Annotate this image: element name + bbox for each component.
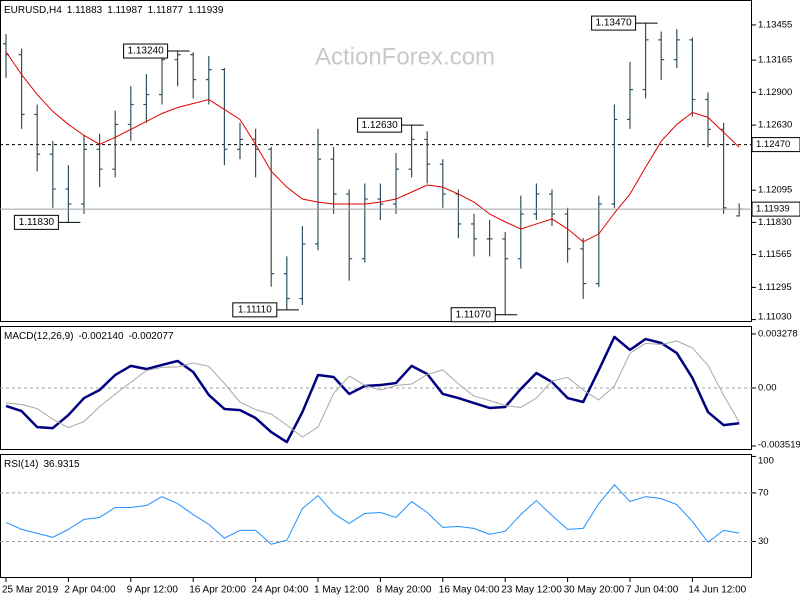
level-box <box>751 137 800 153</box>
extreme-box <box>450 307 496 323</box>
y-tick-label: 1.11565 <box>758 249 792 260</box>
x-tick-label: 23 May 12:00 <box>501 585 562 596</box>
panel-title-text: RSI(14) <box>4 459 38 470</box>
readout: 1.11987 <box>107 5 143 16</box>
y-tick-label: 1.11030 <box>758 312 792 323</box>
panel-title: MACD(12,26,9) -0.002140 -0.002077 <box>4 331 174 342</box>
moving-average <box>5 51 740 243</box>
y-tick-label: 70 <box>758 487 769 498</box>
extreme-box <box>357 117 403 133</box>
extreme-label: 1.11110 <box>238 304 272 315</box>
y-tick-label: 1.13165 <box>758 55 792 66</box>
extreme-label: 1.13240 <box>128 46 165 57</box>
watermark: ActionForex.com <box>315 43 495 70</box>
line-series <box>5 340 740 438</box>
panel-frame <box>0 454 752 578</box>
extreme-label: 1.12630 <box>362 120 399 131</box>
readout: 1.11939 <box>188 5 224 16</box>
panel-title-text: EURUSD,H4 <box>4 5 62 16</box>
y-tick-label: 1.13455 <box>758 19 792 30</box>
panel-title: RSI(14) 36.9315 <box>4 459 80 470</box>
x-tick-label: 1 May 12:00 <box>314 585 369 596</box>
y-tick-label: 0.00 <box>758 383 777 394</box>
readout: -0.002140 <box>78 331 123 342</box>
panel-title-text: MACD(12,26,9) <box>4 331 73 342</box>
extreme-box <box>123 43 169 59</box>
extreme-label: 1.13470 <box>596 18 633 29</box>
readout: 36.9315 <box>43 459 80 470</box>
y-tick-label: 1.12630 <box>758 120 792 131</box>
last-price-box <box>751 201 800 217</box>
x-tick-label: 16 Apr 20:00 <box>189 585 246 596</box>
x-tick-label: 8 May 20:00 <box>376 585 431 596</box>
x-tick-label: 30 May 20:00 <box>564 585 625 596</box>
last-price-label: 1.11939 <box>756 204 790 215</box>
readout: 1.11877 <box>148 5 184 16</box>
line-series <box>5 484 740 545</box>
x-tick-label: 24 Apr 04:00 <box>252 585 309 596</box>
y-tick-label: 1.11295 <box>758 282 792 293</box>
extreme-box <box>232 302 278 318</box>
x-tick-label: 7 Jun 04:00 <box>626 585 679 596</box>
extreme-box <box>13 214 59 230</box>
panel-title: EURUSD,H4 1.11883 1.11987 1.11877 1.11939 <box>4 5 224 16</box>
readout: 1.11883 <box>67 5 103 16</box>
x-tick-label: 25 Mar 2019 <box>2 585 59 596</box>
y-tick-label: 0.003278 <box>758 328 798 339</box>
extreme-box <box>591 15 637 31</box>
x-tick-label: 16 May 04:00 <box>439 585 500 596</box>
x-tick-label: 2 Apr 04:00 <box>64 585 116 596</box>
level-label: 1.12470 <box>756 139 790 150</box>
x-tick-label: 14 Jun 12:00 <box>688 585 746 596</box>
line-series <box>5 335 740 444</box>
panel-frame <box>0 0 752 322</box>
readout: -0.002077 <box>129 331 174 342</box>
y-tick-label: 1.12900 <box>758 87 792 98</box>
y-tick-label: 1.11830 <box>758 217 792 228</box>
y-tick-label: 100 <box>758 456 774 467</box>
y-tick-label: -0.003519 <box>758 440 800 451</box>
x-tick-label: 9 Apr 12:00 <box>127 585 179 596</box>
y-tick-label: 1.12095 <box>758 185 792 196</box>
extreme-label: 1.11830 <box>19 217 55 228</box>
extreme-label: 1.11070 <box>455 309 491 320</box>
y-tick-label: 30 <box>758 536 769 547</box>
